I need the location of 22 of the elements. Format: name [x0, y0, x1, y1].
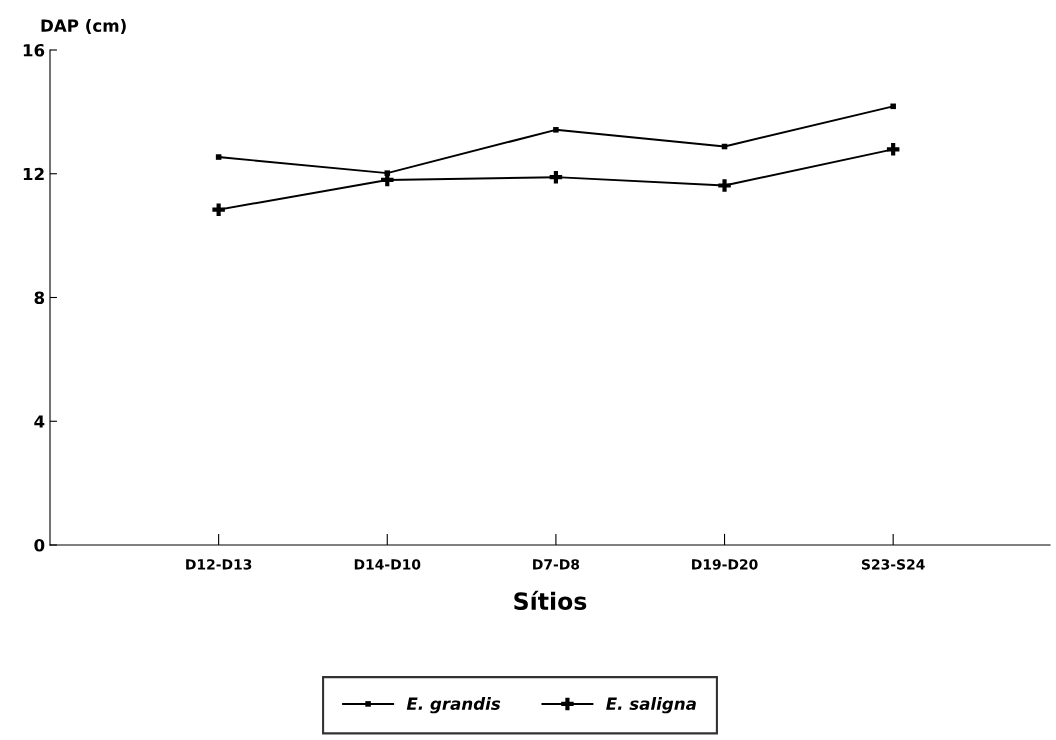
point [215, 154, 222, 160]
x-tick-label: D19-D20 [692, 559, 758, 570]
point [212, 203, 225, 216]
x-tick-label: S23-S24 [861, 559, 925, 570]
y-axis-title: DAP (cm) [41, 19, 126, 34]
point [886, 143, 900, 156]
y-tick-label: 8 [34, 291, 45, 305]
x-tick-label: D7-D8 [533, 559, 580, 570]
y-tick-label: 12 [23, 167, 44, 181]
point [890, 103, 896, 110]
point [553, 127, 559, 133]
y-tick-label: 16 [23, 43, 45, 57]
y-tick-label: 4 [34, 415, 45, 428]
x-tick-label: D12-D13 [186, 559, 252, 570]
x-tick-label: D14-D10 [354, 559, 421, 570]
y-tick-label: 0 [34, 538, 45, 552]
legend-label: E. grandis [406, 697, 501, 714]
x-axis-title: Sítios [514, 590, 587, 611]
legend-label: E. saligna [606, 697, 696, 714]
point [381, 173, 394, 187]
point [718, 179, 731, 192]
point [549, 170, 563, 184]
